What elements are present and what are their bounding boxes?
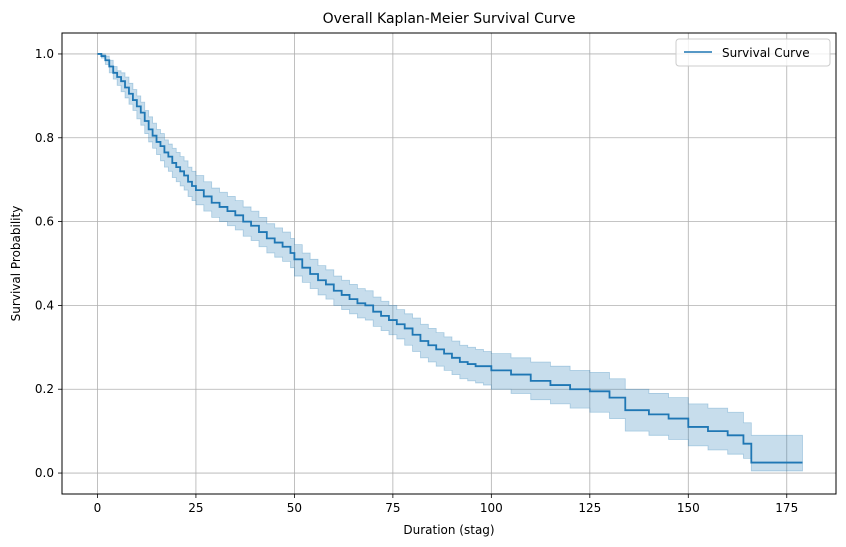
legend: Survival Curve xyxy=(675,38,831,67)
y-tick-label: 1.0 xyxy=(35,47,54,61)
x-tick-label: 50 xyxy=(287,501,302,515)
y-axis-label: Survival Probability xyxy=(9,206,23,322)
x-tick-label: 100 xyxy=(480,501,503,515)
y-tick-label: 0.8 xyxy=(35,131,54,145)
x-tick-label: 0 xyxy=(94,501,102,515)
survival-curve-line xyxy=(97,53,803,464)
survival-line-layer xyxy=(97,53,803,464)
y-axis-ticks: 0.0 0.2 0.4 0.6 0.8 1.0 xyxy=(35,47,62,480)
legend-box xyxy=(675,38,831,67)
legend-label: Survival Curve xyxy=(722,46,810,60)
x-tick-label: 75 xyxy=(385,501,400,515)
chart-title: Overall Kaplan-Meier Survival Curve xyxy=(323,11,576,27)
x-tick-label: 125 xyxy=(578,501,601,515)
x-tick-label: 150 xyxy=(677,501,700,515)
x-axis-ticks: 0 25 50 75 100 125 150 175 xyxy=(94,494,798,515)
x-tick-label: 175 xyxy=(775,501,798,515)
x-tick-label: 25 xyxy=(188,501,203,515)
confidence-band-layer xyxy=(97,53,803,472)
confidence-band xyxy=(97,53,803,472)
y-tick-label: 0.6 xyxy=(35,215,54,229)
y-tick-label: 0.0 xyxy=(35,466,54,480)
x-axis-label: Duration (stag) xyxy=(403,523,494,537)
grid xyxy=(62,33,836,494)
y-tick-label: 0.4 xyxy=(35,298,54,312)
y-tick-label: 0.2 xyxy=(35,382,54,396)
plot-frame xyxy=(61,32,837,495)
